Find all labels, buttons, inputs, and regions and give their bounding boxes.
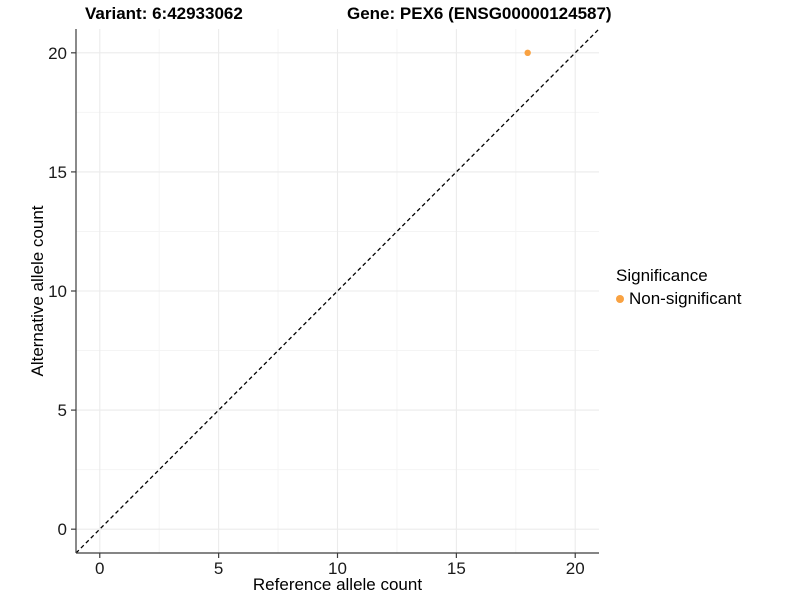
legend: Significance Non-significant — [616, 266, 741, 309]
legend-point-icon — [616, 295, 624, 303]
legend-item: Non-significant — [616, 289, 741, 309]
y-tick-label: 15 — [48, 163, 67, 182]
legend-item-label: Non-significant — [629, 289, 742, 308]
y-tick-label: 10 — [48, 282, 67, 301]
gene-title: Gene: PEX6 (ENSG00000124587) — [347, 4, 612, 23]
y-tick-label: 0 — [58, 520, 67, 539]
identity-line — [75, 28, 600, 554]
x-tick-label: 15 — [447, 559, 466, 578]
data-point — [524, 49, 531, 57]
x-axis-title: Reference allele count — [252, 575, 423, 594]
x-tick-label: 10 — [328, 559, 347, 578]
x-tick-label: 0 — [95, 559, 104, 578]
x-tick-label: 20 — [566, 559, 585, 578]
y-tick-label: 5 — [58, 401, 67, 420]
variant-title: Variant: 6:42933062 — [85, 4, 243, 23]
y-axis-title: Alternative allele count — [28, 205, 47, 377]
x-tick-label: 5 — [214, 559, 223, 578]
y-tick-label: 20 — [48, 44, 67, 63]
legend-title: Significance — [616, 266, 708, 285]
